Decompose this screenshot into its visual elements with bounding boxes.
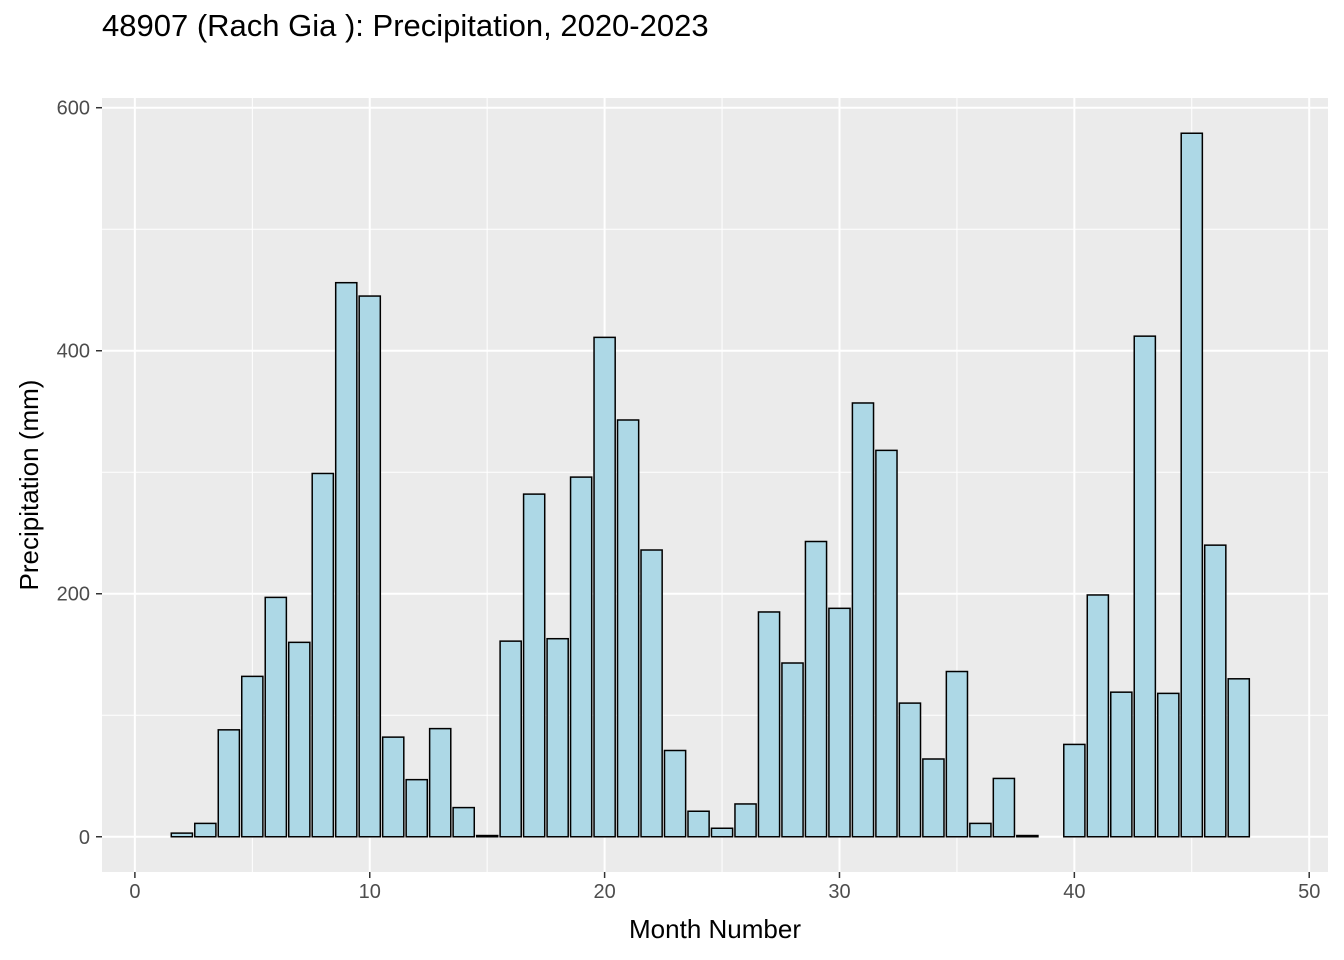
bar-month-22 bbox=[640, 549, 663, 838]
bar-month-21 bbox=[616, 419, 640, 838]
x-tick-label: 0 bbox=[129, 881, 140, 903]
bar-month-44 bbox=[1156, 692, 1180, 838]
bar-month-6 bbox=[264, 596, 288, 838]
bar-month-2 bbox=[170, 832, 194, 838]
x-tick-label: 40 bbox=[1063, 881, 1085, 903]
bar-month-24 bbox=[687, 810, 710, 838]
x-axis: 0 10 20 30 40 50 bbox=[129, 872, 1320, 903]
bar-month-33 bbox=[898, 702, 922, 838]
bar-month-25 bbox=[710, 827, 734, 838]
bar-month-13 bbox=[428, 727, 452, 838]
y-axis: 0 200 400 600 bbox=[57, 98, 102, 849]
bar-month-42 bbox=[1109, 691, 1133, 838]
bar-month-9 bbox=[334, 281, 358, 838]
bar-month-19 bbox=[569, 476, 593, 838]
bar-month-34 bbox=[922, 758, 945, 838]
bar-month-8 bbox=[311, 472, 335, 838]
bar-month-16 bbox=[499, 640, 522, 838]
chart-title: 48907 (Rach Gia ): Precipitation, 2020-2… bbox=[102, 8, 709, 43]
bar-month-31 bbox=[851, 402, 875, 838]
bar-month-30 bbox=[828, 607, 851, 838]
x-tick-label: 50 bbox=[1298, 881, 1320, 903]
bar-month-32 bbox=[875, 449, 898, 838]
bar-month-38 bbox=[1016, 834, 1039, 838]
bar-month-11 bbox=[381, 736, 405, 838]
bar-month-29 bbox=[804, 540, 828, 838]
y-tick-label: 0 bbox=[79, 827, 90, 849]
y-tick-label: 400 bbox=[57, 341, 90, 363]
bar-month-35 bbox=[945, 670, 969, 838]
bars bbox=[170, 132, 1251, 838]
x-axis-title: Month Number bbox=[629, 914, 801, 944]
bar-month-10 bbox=[358, 295, 382, 838]
bar-month-36 bbox=[969, 822, 992, 838]
bar-month-40 bbox=[1063, 743, 1086, 838]
bar-month-27 bbox=[757, 611, 781, 838]
y-axis-title: Precipitation (mm) bbox=[14, 380, 44, 591]
x-tick-label: 20 bbox=[593, 881, 615, 903]
bar-month-46 bbox=[1203, 544, 1227, 838]
x-tick-label: 30 bbox=[828, 881, 850, 903]
bar-month-41 bbox=[1086, 594, 1110, 838]
y-tick-label: 200 bbox=[57, 584, 90, 606]
bar-month-47 bbox=[1227, 678, 1251, 838]
y-tick-label: 600 bbox=[57, 98, 90, 120]
bar-month-17 bbox=[522, 493, 546, 838]
bar-month-23 bbox=[663, 749, 687, 838]
bar-month-18 bbox=[546, 637, 569, 838]
bar-month-7 bbox=[287, 641, 311, 838]
bar-month-43 bbox=[1133, 335, 1157, 838]
x-tick-label: 10 bbox=[359, 881, 381, 903]
bar-month-37 bbox=[992, 777, 1016, 838]
bar-month-12 bbox=[405, 778, 429, 838]
bar-month-3 bbox=[194, 822, 217, 838]
bar-month-5 bbox=[240, 675, 264, 838]
bar-month-14 bbox=[452, 806, 476, 838]
bar-month-45 bbox=[1180, 132, 1204, 838]
bar-month-28 bbox=[781, 662, 804, 838]
bar-month-26 bbox=[734, 803, 757, 838]
bar-month-20 bbox=[593, 336, 616, 838]
bar-month-15 bbox=[475, 834, 499, 838]
bar-month-4 bbox=[217, 729, 241, 838]
